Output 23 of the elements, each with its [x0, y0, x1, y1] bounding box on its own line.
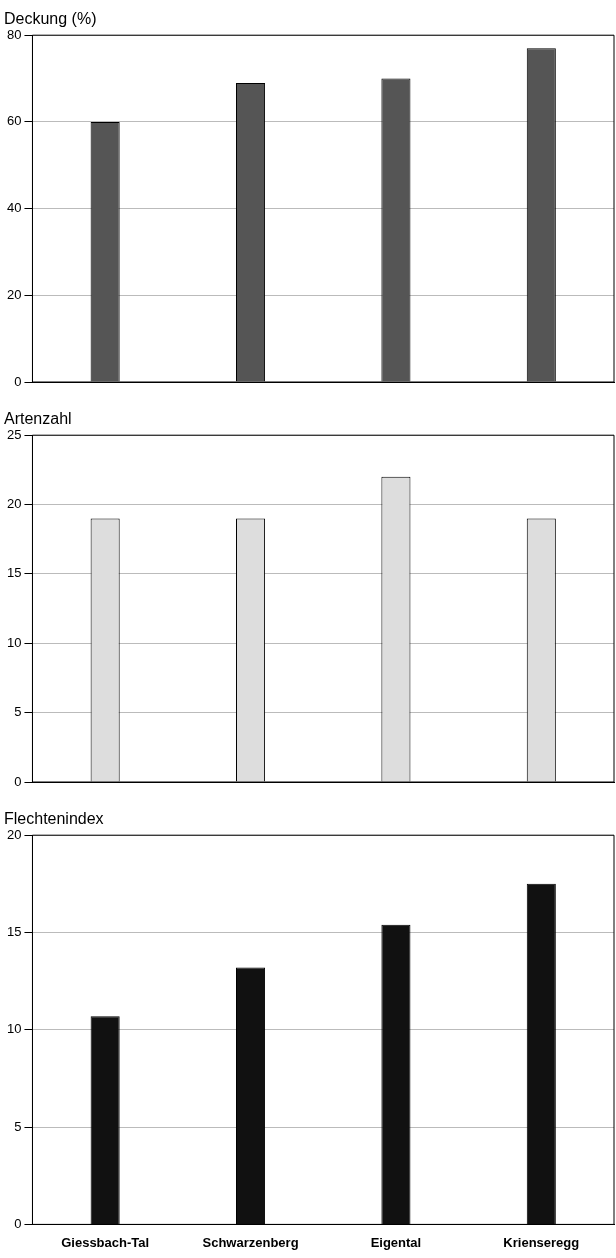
y-tick-label: 40 — [6, 200, 22, 216]
y-tick-label: 0 — [14, 373, 22, 389]
y-tick-label: 25 — [6, 426, 22, 442]
x-tick-label: Eigental — [370, 1234, 422, 1250]
x-tick-label: Giessbach-Tal — [61, 1234, 150, 1250]
x-tick-label: Schwarzenberg — [202, 1234, 299, 1250]
y-tick-label: 10 — [6, 1021, 22, 1037]
y-tick-label: 15 — [6, 565, 22, 581]
y-tick-label: 15 — [6, 924, 22, 940]
y-tick-label: 0 — [14, 773, 22, 789]
y-tick-label: 5 — [14, 704, 22, 720]
y-tick-label: 10 — [6, 634, 22, 650]
y-tick-label: 20 — [6, 496, 22, 512]
chart-title: Artenzahl — [4, 410, 72, 428]
y-tick-label: 80 — [6, 26, 22, 42]
y-tick-label: 0 — [14, 1215, 22, 1231]
y-tick-label: 20 — [6, 286, 22, 302]
y-tick-label: 20 — [6, 826, 22, 842]
y-tick-label: 60 — [6, 113, 22, 129]
chart-title: Flechtenindex — [4, 810, 104, 828]
x-tick-label: Krienseregg — [503, 1234, 580, 1250]
chart-title: Deckung (%) — [4, 10, 97, 28]
y-tick-label: 5 — [14, 1118, 22, 1134]
